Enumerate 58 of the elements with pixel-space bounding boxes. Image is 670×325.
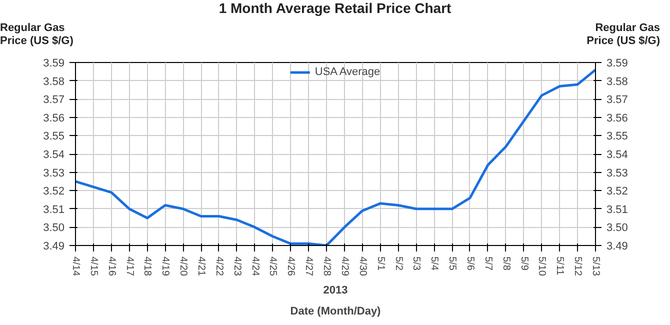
y-tick-label: 3.58 xyxy=(43,76,65,88)
y2-tick-label: 3.52 xyxy=(606,186,628,198)
x-tick-label: 5/11 xyxy=(554,256,566,276)
y2-tick-label: 3.50 xyxy=(606,222,628,234)
y2-tick-label: 3.55 xyxy=(606,130,628,143)
x-tick-label: 4/30 xyxy=(356,256,368,276)
x-tick-label: 4/17 xyxy=(124,256,135,276)
y2-tick-label: 3.54 xyxy=(606,149,628,161)
chart-title: 1 Month Average Retail Price Chart xyxy=(218,0,452,17)
y2-tick-label: 3.56 xyxy=(606,112,628,124)
y-axis-title: Regular Gas Price (US $/G) xyxy=(0,22,74,48)
x-axis-title: Date (Month/Day) xyxy=(290,306,382,318)
x-tick-label: 4/20 xyxy=(178,256,189,276)
y-tick-label: 3.57 xyxy=(43,94,65,106)
x-tick-label: 5/5 xyxy=(446,256,458,271)
x-tick-label: 5/6 xyxy=(464,256,476,271)
x-tick-label: 4/25 xyxy=(267,256,278,276)
text: 2013 xyxy=(323,284,348,296)
y2-tick-label: 3.59 xyxy=(606,58,628,70)
x-tick-label: 5/7 xyxy=(482,256,494,271)
x-tick-label: 5/12 xyxy=(572,256,584,276)
y2-tick-label: 3.53 xyxy=(606,167,628,180)
y-tick-label: 3.49 xyxy=(43,240,65,252)
x-tick-label: 5/9 xyxy=(518,256,530,271)
x-tick-label: 5/3 xyxy=(410,256,422,271)
y2-tick-label: 3.51 xyxy=(606,204,628,216)
x-tick-label: 4/19 xyxy=(160,256,171,276)
x-tick-label: 5/8 xyxy=(500,256,512,271)
x-tick-label: 4/28 xyxy=(321,256,332,276)
x-tick-label: 4/27 xyxy=(303,256,314,276)
y2-axis-title: Regular Gas Price (US $/G) xyxy=(586,22,660,48)
x-tick-label: 5/2 xyxy=(392,256,404,271)
y-tick-label: 3.54 xyxy=(43,149,65,161)
x-tick-label: 4/24 xyxy=(249,256,260,276)
x-tick-label: 4/26 xyxy=(285,256,296,276)
y2-tick-label: 3.49 xyxy=(606,240,628,252)
x-tick-label: 4/22 xyxy=(213,256,224,276)
y-tick-label: 3.51 xyxy=(43,204,65,216)
x-tick-label: 4/16 xyxy=(106,256,117,276)
y-tick-label: 3.52 xyxy=(43,186,65,198)
x-tick-label: 4/15 xyxy=(88,256,99,276)
x-tick-label: 4/21 xyxy=(196,256,207,276)
x-tick-label: 5/4 xyxy=(428,256,440,271)
y-tick-label: 3.53 xyxy=(43,167,65,180)
y2-tick-label: 3.57 xyxy=(606,94,628,106)
y-tick-label: 3.50 xyxy=(43,222,65,234)
y-tick-label: 3.59 xyxy=(43,58,65,70)
y-tick-label: 3.56 xyxy=(43,112,65,124)
legend-label: USA Average xyxy=(314,66,380,78)
x-tick-label: 4/29 xyxy=(338,256,350,276)
x-tick-label: 4/14 xyxy=(70,256,81,276)
x-tick-label: 4/23 xyxy=(231,256,242,276)
y-tick-label: 3.55 xyxy=(43,130,65,143)
x-tick-label: 4/18 xyxy=(142,256,153,276)
x-tick-label: 5/10 xyxy=(536,256,548,276)
x-tick-label: 5/1 xyxy=(374,256,386,271)
x-tick-label: 5/13 xyxy=(590,256,601,276)
y2-tick-label: 3.58 xyxy=(606,76,628,88)
